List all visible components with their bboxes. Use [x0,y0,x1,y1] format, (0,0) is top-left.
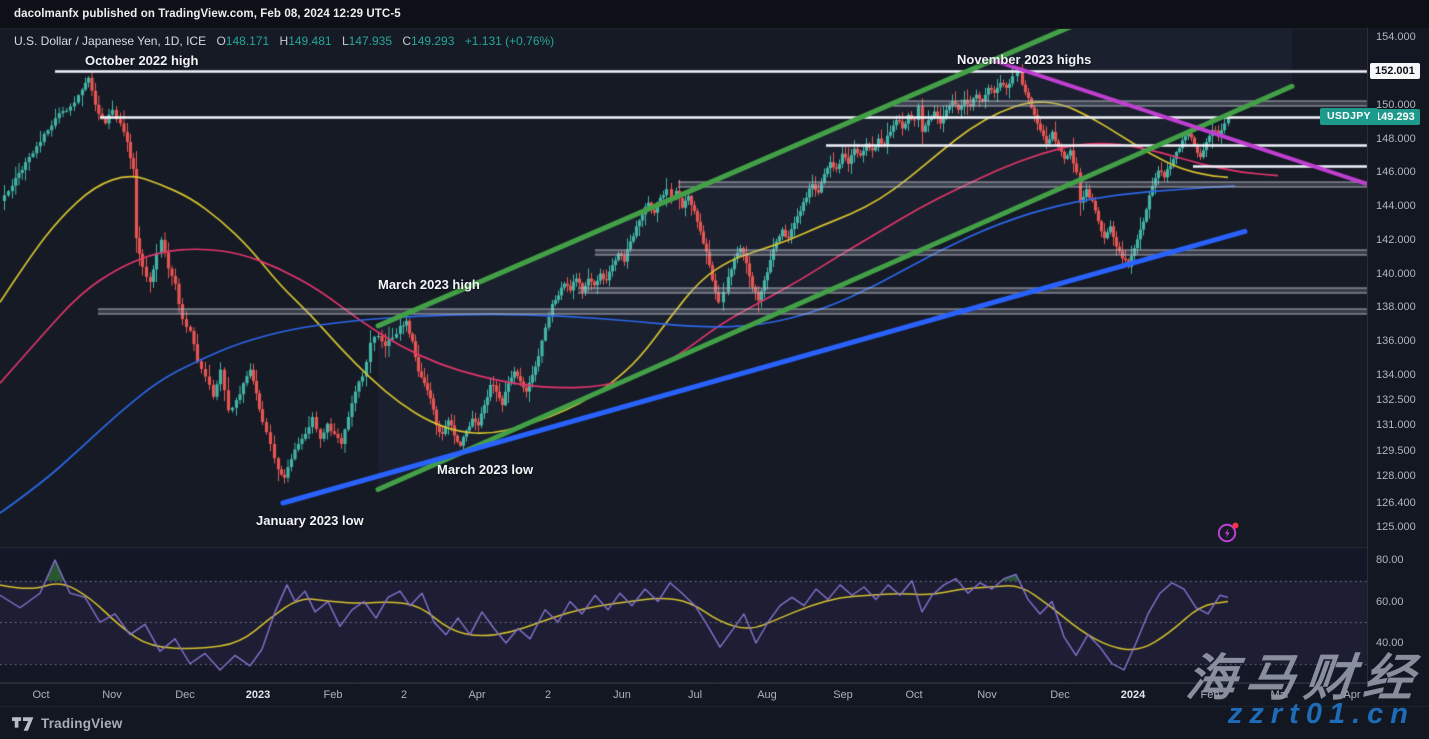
time-tick: 2 [544,689,552,701]
annotation-label: January 2023 low [256,513,364,528]
rsi-tick: 40.00 [1376,637,1404,649]
rsi-tick: 80.00 [1376,554,1404,566]
price-tick: 125.000 [1376,520,1416,533]
price-tick: 150.000 [1376,98,1416,111]
open-label: O [216,34,226,48]
symbol-price-tag[interactable]: USDJPY [1320,107,1378,125]
annotation-label: October 2022 high [85,53,199,68]
tradingview-logo[interactable]: TradingView [12,716,122,732]
symbol-legend[interactable]: U.S. Dollar / Japanese Yen, 1D, ICE O148… [14,34,554,48]
price-tick: 129.500 [1376,444,1416,457]
current-price-label: 149.293 [1370,108,1420,125]
low-value: 147.935 [348,34,393,48]
price-axis[interactable]: 154.000 150.000 148.000 146.000 144.000 142.0… [1367,28,1429,683]
time-tick: Sep [833,689,853,701]
open-value: 148.171 [225,34,270,48]
published-bar: dacolmanfx published on TradingView.com,… [0,0,1429,29]
tradingview-logo-icon [12,716,34,731]
close-value: 149.293 [411,34,455,48]
time-tick: 2024 [1120,689,1146,701]
price-tick: 132.500 [1376,394,1416,407]
time-tick: Oct [905,689,923,701]
time-tick: 2023 [245,689,271,701]
change-value: +1.131 (+0.76%) [464,34,555,48]
time-tick: 2 [400,689,408,701]
time-tick: Feb [1200,689,1220,701]
notification-dot [1232,522,1239,529]
time-tick: Nov [977,689,997,701]
time-tick: Mar [1270,689,1290,701]
annotation-label: November 2023 highs [957,52,1092,67]
price-tick: 140.000 [1376,267,1416,280]
watermark-url: zzrt01.cn [1227,698,1415,730]
price-tick: 126.400 [1376,497,1416,510]
price-tick: 131.000 [1376,419,1416,432]
time-tick: Jul [687,689,703,701]
time-tick: Aug [757,689,777,701]
published-info: dacolmanfx published on TradingView.com,… [14,8,401,20]
time-tick: Apr [1343,689,1361,701]
rsi-tick: 60.00 [1376,595,1404,608]
footer-bar: TradingView [0,706,1429,739]
time-tick: Jun [613,689,631,701]
price-tick: 148.000 [1376,132,1416,145]
price-tick: 138.000 [1376,301,1416,314]
close-label: C [402,34,412,48]
price-tick: 154.000 [1376,31,1416,44]
price-tick: 128.000 [1376,470,1416,483]
time-tick: Oct [32,689,50,701]
price-tick: 144.000 [1376,200,1416,213]
high-level-price-label: 152.001 [1370,63,1420,80]
flash-reaction-icon[interactable] [1215,519,1241,545]
symbol-title: U.S. Dollar / Japanese Yen, 1D, ICE [14,34,207,48]
high-value: 149.481 [288,34,332,48]
price-tick: 142.000 [1376,233,1416,246]
annotation-label: March 2023 high [378,277,480,292]
low-label: L [341,34,349,48]
time-tick: Dec [175,689,195,701]
annotation-label: March 2023 low [437,462,534,477]
time-tick: Feb [323,689,343,701]
time-tick: Dec [1050,689,1070,701]
price-tick: 136.000 [1376,335,1416,348]
time-tick: Nov [102,689,122,701]
time-axis[interactable]: Oct Nov Dec 2023 Feb 2 Apr 2 Jun Jul Aug Sep Oct Nov D… [0,683,1367,707]
time-tick: Apr [468,689,486,701]
price-tick: 134.000 [1376,368,1416,381]
tradingview-brand-text: TradingView [41,716,123,731]
price-tick: 146.000 [1376,166,1416,179]
high-label: H [279,34,289,48]
